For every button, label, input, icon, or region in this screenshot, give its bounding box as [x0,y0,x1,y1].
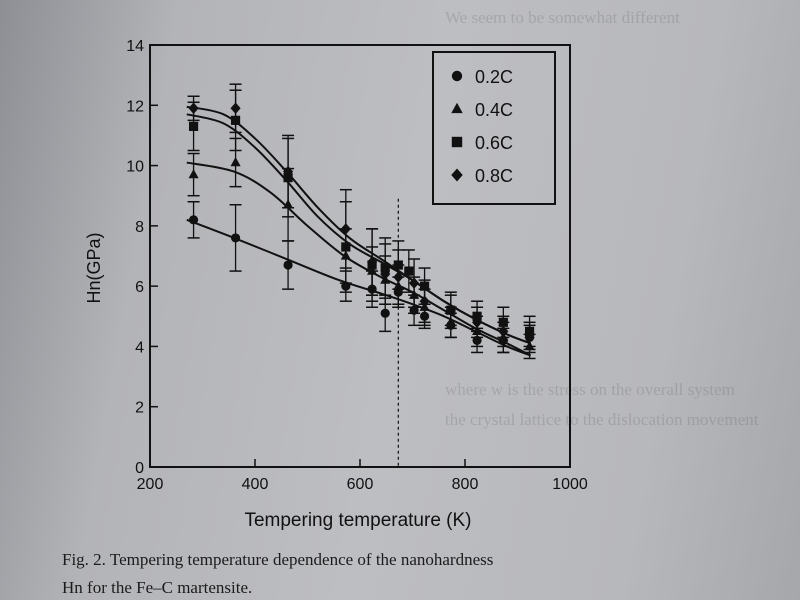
data-point-08C [188,102,199,115]
data-point-06C [393,260,403,270]
data-point-02C [419,311,430,321]
x-tick-label: 800 [452,476,479,493]
data-point-06C [524,326,535,336]
y-tick-label: 10 [126,159,144,176]
y-tick-label: 6 [135,279,144,296]
data-point-04C [367,265,378,275]
data-point-06C [230,115,241,125]
data-point-04C [340,250,351,260]
data-point-08C [472,316,483,329]
fit-line-04C [186,161,532,357]
legend-label-06C: 0.6C [475,133,513,153]
data-point-06C [380,263,390,273]
x-tick-label: 600 [347,476,374,493]
legend-marker-04C [451,102,463,114]
legend-marker-02C [451,70,463,82]
y-axis-label: Hn(GPa) [84,232,104,303]
figure-caption-line-1: Fig. 2. Tempering temperature dependence… [62,550,494,569]
data-point-02C [380,308,390,318]
data-point-08C [367,256,378,268]
legend-box [432,51,556,205]
data-point-04C [230,157,241,167]
legend-marker-08C [451,168,463,182]
data-point-04C [283,199,294,209]
data-point-02C [409,305,419,315]
data-point-02C [472,335,482,345]
x-tick-label: 200 [137,476,164,493]
data-point-08C [283,165,294,178]
data-point-08C [498,325,509,338]
data-point-06C [283,173,293,183]
data-point-06C [419,281,430,291]
y-tick-label: 14 [126,38,144,55]
data-point-06C [188,121,199,131]
data-point-06C [404,266,414,276]
data-point-02C [341,281,351,291]
data-point-04C [409,289,420,299]
data-point-08C [409,277,420,289]
y-tick-label: 8 [135,219,144,236]
data-point-02C [393,287,403,297]
data-point-08C [393,271,404,283]
data-point-02C [230,233,241,243]
x-axis-label: Tempering temperature (K) [244,510,471,531]
data-point-06C [498,317,508,327]
y-tick-label: 12 [126,98,144,115]
data-point-02C [188,215,199,225]
data-point-04C [472,325,483,336]
data-point-02C [283,260,293,270]
x-tick-label: 400 [242,476,269,493]
data-point-06C [472,311,482,321]
data-point-04C [445,316,456,326]
legend-label-02C: 0.2C [475,67,513,87]
data-point-08C [230,102,241,115]
x-tick-label: 1000 [552,476,588,493]
figure-caption-line-2: Hn for the Fe–C martensite. [62,578,253,597]
data-point-04C [188,169,199,179]
legend-marker-06C [451,136,463,148]
data-point-06C [341,242,351,252]
data-point-08C [340,223,351,235]
legend-label-08C: 0.8C [475,166,513,186]
data-point-04C [393,280,404,290]
y-tick-label: 2 [135,400,144,417]
legend-label-04C: 0.4C [475,100,513,120]
data-point-04C [524,340,535,351]
data-point-08C [524,331,535,344]
fit-line-02C [186,218,531,357]
data-point-08C [445,304,456,317]
y-tick-label: 4 [135,339,144,356]
data-point-08C [380,268,391,280]
data-point-02C [367,284,377,294]
y-tick-label: 0 [135,460,144,477]
data-point-08C [419,295,430,307]
